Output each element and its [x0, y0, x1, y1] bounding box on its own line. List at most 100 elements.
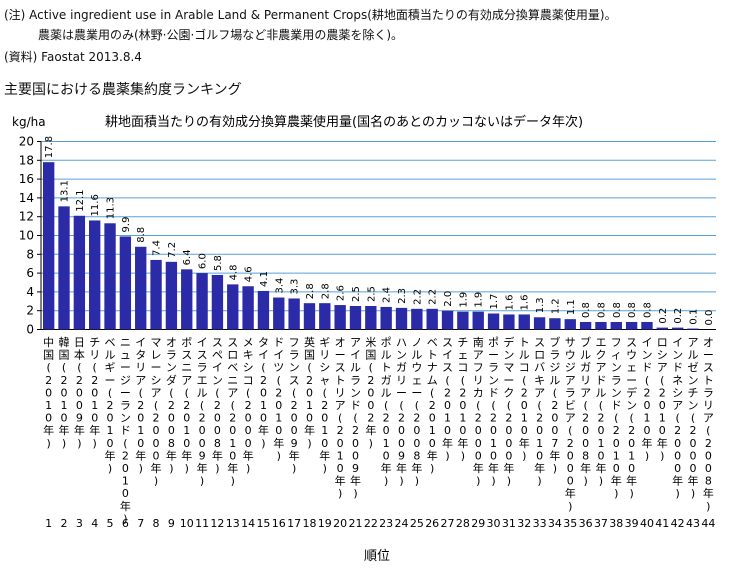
category-label-char: ス [442, 361, 453, 374]
category-label-char: 年 [289, 448, 300, 462]
category-label-char: 0 [597, 449, 604, 462]
category-label-char: 0 [199, 424, 206, 437]
category-label-char: 年 [43, 423, 54, 437]
category-label-char: ( [568, 424, 572, 437]
bar-value-label: 1.6 [520, 295, 531, 311]
rank-label: 25 [410, 517, 424, 530]
category-label-char: 2 [168, 399, 175, 412]
bar-value-label: 0.8 [642, 302, 653, 318]
category-label-char: ハ [396, 336, 407, 349]
rank-label: 30 [487, 517, 501, 530]
category-label-char: ィ [611, 349, 622, 362]
category-label-char: ( [629, 412, 633, 425]
category-label-char: 英 [304, 335, 315, 349]
category-label-char: 年 [534, 461, 545, 475]
category-label-char: タ [135, 349, 146, 362]
bar [518, 314, 530, 330]
bar-value-label: 4.8 [228, 264, 239, 280]
bar [441, 310, 454, 330]
category-label-char: ) [675, 487, 679, 500]
category-label-char: 0 [521, 399, 528, 412]
bar-value-label: 2.6 [336, 285, 347, 301]
category-label-char: 年 [580, 461, 591, 475]
category-label-char: ウ [626, 349, 637, 362]
category-label-char: ー [396, 386, 407, 399]
category-label-char: ( [123, 437, 127, 450]
category-label-char: 0 [536, 424, 543, 437]
category-label-char: ) [507, 475, 511, 488]
category-label-char: 0 [122, 487, 129, 500]
category-label-char: 2 [45, 374, 52, 387]
rank-label: 17 [287, 517, 301, 530]
category-label-char: ( [583, 399, 587, 412]
bar-value-label: 17.8 [44, 136, 55, 158]
category-label-char: 2 [521, 386, 528, 399]
bar-value-label: 11.3 [106, 197, 117, 219]
category-label-char: 0 [91, 412, 98, 425]
rank-label: 44 [701, 517, 715, 530]
category-label-char: イ [641, 336, 652, 349]
bar [196, 273, 208, 330]
bar [257, 290, 270, 330]
category-label-char: ー [335, 349, 346, 362]
bar [319, 303, 331, 330]
category-label-char: ュ [120, 349, 131, 362]
bar-value-label: 0.2 [658, 308, 669, 324]
category-label-char: ) [399, 475, 403, 488]
category-label-char: ) [77, 437, 81, 450]
category-label-char: 1 [628, 449, 635, 462]
rank-label: 23 [379, 517, 393, 530]
category-label-char: ン [503, 349, 514, 362]
category-label-char: ) [645, 449, 649, 462]
category-label-char: 本 [74, 348, 85, 362]
bar-value-label: 7.2 [167, 242, 178, 258]
category-label-char: ド [273, 336, 284, 349]
category-label-char: ウ [565, 349, 576, 362]
category-label-char: ナ [427, 361, 438, 374]
category-label-char: 1 [429, 424, 436, 437]
category-label-char: ー [105, 374, 116, 387]
category-label-char: ) [307, 437, 311, 450]
category-label-char: 年 [611, 474, 622, 488]
category-label-char: ス [335, 361, 346, 374]
category-label-char: 年 [273, 436, 284, 450]
category-label-char: ア [595, 361, 606, 374]
rank-label: 13 [226, 517, 240, 530]
category-label-char: 国 [43, 349, 54, 362]
category-label-char: コ [457, 361, 468, 374]
category-label-char: ( [185, 386, 189, 399]
category-label-char: 2 [643, 386, 650, 399]
rank-label: 43 [686, 517, 700, 530]
rank-label: 6 [122, 517, 129, 530]
category-label-char: 年 [74, 423, 85, 437]
category-label-char: ト [703, 374, 714, 387]
category-label-char: ) [660, 449, 664, 462]
bar-value-label: 2.5 [366, 286, 377, 302]
category-label-char: ( [231, 399, 235, 412]
category-label-char: 0 [153, 437, 160, 450]
category-label-char: 0 [76, 399, 83, 412]
rank-label: 40 [640, 517, 654, 530]
category-label-char: 1 [383, 437, 390, 450]
category-label-char: イ [273, 349, 284, 362]
category-label-char: バ [534, 361, 545, 374]
category-label-char: ) [430, 462, 434, 475]
bar [579, 321, 592, 330]
category-label-char: ア [657, 361, 668, 374]
category-label-char: 年 [442, 436, 453, 450]
category-label-char: ド [641, 361, 652, 374]
category-label-char: 2 [597, 412, 604, 425]
bar-value-label: 0.8 [581, 302, 592, 318]
category-label-char: 1 [337, 449, 344, 462]
category-label-char: 0 [567, 475, 574, 488]
category-label-char: リ [135, 361, 146, 374]
category-label-char: 2 [429, 399, 436, 412]
bar [58, 206, 70, 330]
category-label-char: 0 [107, 412, 114, 425]
category-label-char: 0 [659, 424, 666, 437]
category-label-char: 0 [643, 399, 650, 412]
